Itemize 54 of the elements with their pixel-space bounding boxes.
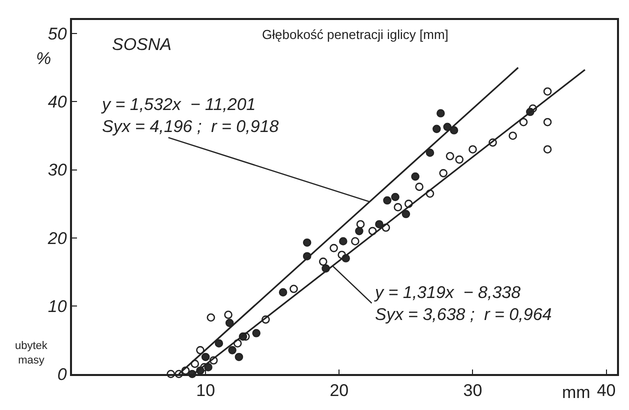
point: [278, 288, 288, 296]
point: [318, 258, 328, 266]
point: [206, 313, 216, 322]
y-tick-label: 0: [57, 364, 68, 384]
point: [228, 346, 236, 354]
point: [383, 196, 392, 205]
point: [391, 192, 400, 202]
point: [519, 118, 528, 126]
point: [415, 182, 424, 191]
point: [224, 310, 232, 319]
point: [225, 318, 234, 328]
point: [234, 352, 244, 362]
annotation: y = 1,532x − 11,201 Syx = 4,196 ; r = 0,918: [101, 95, 280, 136]
y-tick-label: 10: [48, 296, 68, 316]
point: [543, 87, 552, 96]
point: [432, 124, 441, 134]
x-axis-title: mm: [562, 383, 590, 402]
point: [356, 220, 365, 228]
point: [339, 237, 348, 246]
y-tick-label: 20: [46, 228, 68, 248]
x-tick-label: 20: [330, 381, 349, 400]
point: [508, 132, 517, 140]
point: [426, 148, 434, 157]
y-axis-title: %: [36, 49, 52, 68]
y-tick-label: 30: [48, 160, 68, 180]
point: [443, 122, 452, 132]
annotation: SOSNA: [112, 35, 172, 54]
point: [439, 169, 448, 178]
point: [351, 237, 360, 246]
y-tick-label: 50: [48, 24, 68, 44]
point: [214, 339, 224, 348]
point: [543, 118, 552, 126]
point: [355, 226, 364, 236]
x-tick-label: 30: [463, 381, 482, 400]
point: [468, 145, 477, 154]
x-tick-label: 10: [196, 381, 216, 400]
point: [455, 155, 464, 164]
x-tick-label: 40: [596, 381, 616, 400]
point: [446, 152, 454, 160]
text: ubytek masy: [15, 340, 48, 366]
point: [330, 244, 338, 252]
point: [290, 284, 298, 294]
point: [411, 172, 420, 181]
point: [543, 145, 552, 154]
y-tick-label: 40: [48, 92, 68, 112]
annotation: y = 1,319x − 8,338 Syx = 3,638 ; r = 0,964: [374, 283, 552, 324]
point: [436, 109, 445, 118]
text: Głębokość penetracji iglicy [mm]: [262, 27, 448, 42]
point: [302, 238, 312, 247]
point: [201, 352, 210, 362]
point: [375, 220, 384, 228]
point: [252, 329, 260, 338]
point: [394, 203, 402, 212]
point: [402, 210, 410, 218]
